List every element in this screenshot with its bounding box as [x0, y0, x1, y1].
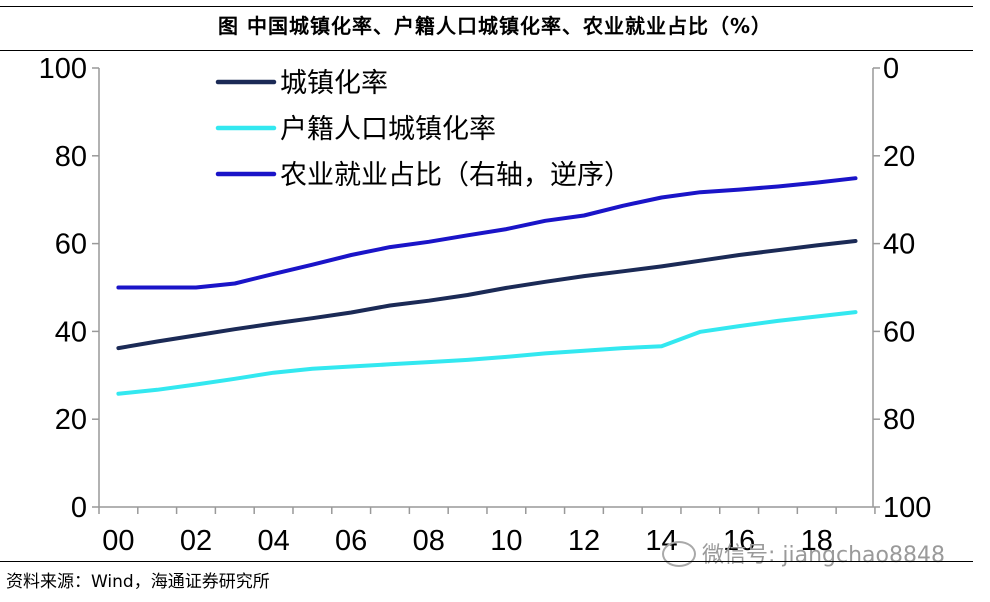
right-tick-label: 0	[883, 53, 899, 85]
x-tick-label: 10	[490, 525, 522, 557]
legend-label: 城镇化率	[280, 68, 388, 99]
x-tick-label: 18	[801, 525, 833, 557]
right-tick-label: 100	[883, 492, 931, 524]
series-line-1	[116, 239, 858, 351]
watermark: 微信号: jiangchao8848	[662, 537, 945, 569]
right-tick-label: 20	[883, 141, 915, 173]
left-tick-label: 60	[55, 229, 87, 261]
left-tick-label: 0	[71, 492, 87, 524]
right-tick-label: 40	[883, 229, 915, 261]
left-tick-label: 100	[39, 53, 87, 85]
watermark-text: 微信号: jiangchao8848	[702, 543, 945, 568]
title-bottom-rule	[0, 50, 973, 51]
left-tick-label: 20	[55, 404, 87, 436]
series-line-3	[116, 176, 858, 290]
x-tick-label: 06	[335, 525, 367, 557]
x-tick-label: 16	[723, 525, 755, 557]
x-tick-label: 00	[102, 525, 134, 557]
series-line-2	[116, 310, 858, 396]
x-tick-label: 12	[568, 525, 600, 557]
source-note: 资料来源：Wind，海通证券研究所	[6, 572, 270, 592]
right-tick-label: 80	[883, 404, 915, 436]
x-tick-label: 04	[257, 525, 289, 557]
x-tick-label: 08	[413, 525, 445, 557]
wechat-icon	[662, 541, 696, 567]
source-rule	[0, 561, 973, 562]
legend-label: 农业就业占比（右轴，逆序）	[280, 160, 631, 191]
right-tick-label: 60	[883, 316, 915, 348]
x-tick-label: 02	[180, 525, 212, 557]
legend-label: 户籍人口城镇化率	[280, 114, 496, 145]
chart-title: 图 中国城镇化率、户籍人口城镇化率、农业就业占比（%）	[217, 14, 772, 38]
title-top-rule	[0, 6, 973, 7]
left-tick-label: 40	[55, 316, 87, 348]
left-tick-label: 80	[55, 141, 87, 173]
